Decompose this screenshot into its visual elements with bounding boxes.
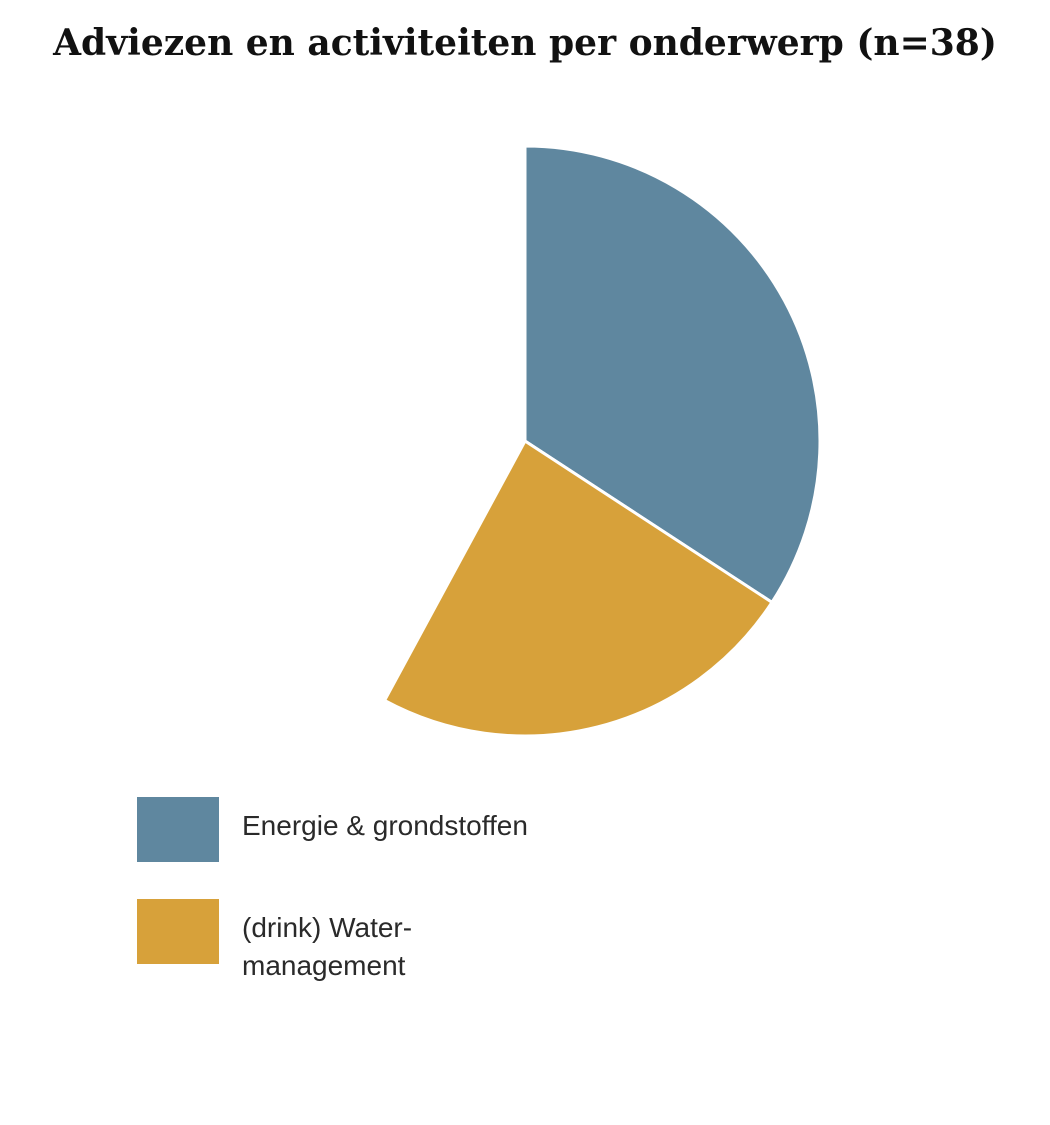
pie-slice-1 [383,439,774,738]
legend-label-water: (drink) Water- management [242,912,413,981]
pie-chart [383,144,822,738]
legend-item-energie: Energie & grondstoffen [137,797,572,862]
legend-swatch-water [137,899,219,964]
legend-item-water: (drink) Water- management [137,899,572,985]
chart-title: Adviezen en activiteiten per onderwerp (… [53,22,997,64]
legend: Energie & grondstoffen (drink) Water- ma… [137,797,572,1022]
legend-swatch-energie [137,797,219,862]
legend-label-energie: Energie & grondstoffen [242,810,528,841]
